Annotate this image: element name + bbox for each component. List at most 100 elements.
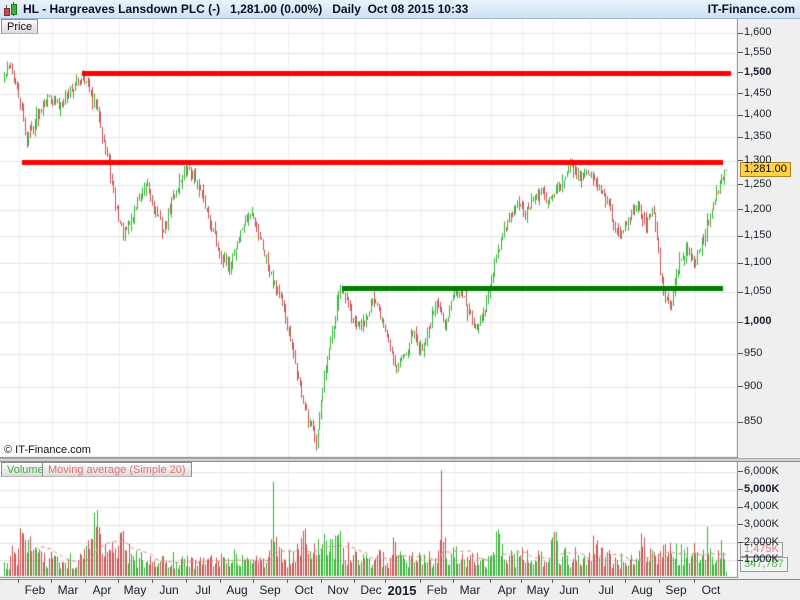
volume-axis-label: 5,000K [744, 482, 780, 495]
current-price-label: 1,281.00 [740, 161, 791, 177]
volume-axis-label: 6,000K [744, 464, 779, 477]
month-label: Sep [259, 583, 281, 597]
price-axis-label: 900 [744, 379, 763, 392]
ma-volume-value-label: 1,475K [740, 542, 783, 557]
month-label: Jul [195, 583, 211, 597]
price-axis-tick [738, 386, 743, 388]
price-axis-label: 1,250 [744, 177, 772, 190]
price-axis-label: 1,600 [744, 26, 772, 38]
price-axis-label: 1,550 [744, 45, 772, 58]
volume-axis-label: 1,000K [744, 553, 779, 566]
pane-splitter-handle[interactable] [0, 458, 800, 462]
price-axis-label: 1,500 [744, 65, 772, 78]
month-tick [152, 579, 153, 583]
month-label: May [123, 583, 147, 597]
month-tick [659, 579, 660, 583]
price-axis-label: 1,100 [744, 256, 772, 269]
price-axis-tick [738, 160, 743, 162]
month-label: Feb [24, 583, 46, 597]
month-tick [625, 579, 626, 583]
month-tick [453, 579, 454, 583]
month-label: Nov [327, 583, 349, 597]
month-tick [253, 579, 254, 583]
month-label: Sep [665, 583, 687, 597]
month-tick [51, 579, 52, 583]
month-label: Oct [701, 583, 721, 597]
copyright-watermark: © IT-Finance.com [4, 444, 91, 456]
tab-price[interactable]: Price [1, 19, 39, 34]
month-label: Apr [497, 583, 517, 597]
month-tick [385, 579, 386, 583]
month-label: Jun [559, 583, 579, 597]
volume-axis-label: 3,000K [744, 517, 779, 530]
price-axis-tick [738, 235, 743, 237]
month-tick [321, 579, 322, 583]
month-label: Apr [92, 583, 112, 597]
month-tick [694, 579, 695, 583]
month-label: Feb [426, 583, 448, 597]
price-axis-label: 1,050 [744, 285, 772, 298]
current-volume-value-label: 347,787 [740, 557, 788, 572]
month-label: 2015 [387, 583, 417, 598]
price-axis-tick [738, 72, 743, 74]
month-tick [287, 579, 288, 583]
price-axis-label: 1,300 [744, 153, 772, 166]
price-axis-tick [738, 421, 743, 423]
price-chart-canvas[interactable] [0, 19, 738, 458]
price-axis-tick [738, 136, 743, 138]
price-axis-tick [738, 262, 743, 264]
volume-chart-canvas[interactable] [0, 462, 738, 578]
price-axis-label: 1,450 [744, 86, 772, 99]
month-tick [420, 579, 421, 583]
month-tick [118, 579, 119, 583]
price-axis-tick [738, 114, 743, 116]
month-tick [85, 579, 86, 583]
instrument-title: HL - Hargreaves Lansdown PLC (-) [23, 2, 221, 16]
price-axis-label: 1,200 [744, 202, 772, 215]
month-tick [521, 579, 522, 583]
price-axis-tick [738, 321, 743, 323]
month-label: May [526, 583, 550, 597]
price-axis-tick [738, 32, 743, 34]
volume-axis-tick [738, 542, 743, 544]
tab-moving-average[interactable]: Moving average (Simple 20) [42, 462, 192, 477]
month-label: Dec [360, 583, 382, 597]
volume-axis-tick [738, 471, 743, 473]
last-price-and-change: 1,281.00 (0.00%) [220, 2, 323, 16]
price-axis-label: 1,000 [744, 315, 772, 328]
price-axis-label: 1,400 [744, 108, 772, 121]
month-label: Mar [459, 583, 481, 597]
month-label: Aug [631, 583, 653, 597]
price-axis-label: 950 [744, 346, 763, 359]
month-label: Oct [294, 583, 314, 597]
price-axis-tick [738, 353, 743, 355]
time-axis-strip [0, 579, 800, 600]
price-axis-tick [738, 93, 743, 95]
price-axis-tick [738, 52, 743, 54]
price-axis-tick [738, 291, 743, 293]
month-label: Jun [159, 583, 179, 597]
volume-axis-tick [738, 489, 743, 491]
price-axis-label: 1,350 [744, 130, 772, 143]
titlebar: HL - Hargreaves Lansdown PLC (-) 1,281.0… [0, 0, 800, 19]
month-tick [220, 579, 221, 583]
month-tick [490, 579, 491, 583]
volume-axis-tick [738, 559, 743, 561]
price-axis-tick [738, 184, 743, 186]
volume-axis-tick [738, 506, 743, 508]
period-and-timestamp: Daily Oct 08 2015 10:33 [322, 2, 469, 16]
brand-link[interactable]: IT-Finance.com [707, 2, 795, 16]
month-tick [552, 579, 553, 583]
price-axis-label: 850 [744, 415, 763, 427]
price-axis-tick [738, 209, 743, 211]
month-label: Mar [57, 583, 79, 597]
month-tick [18, 579, 19, 583]
month-tick [589, 579, 590, 583]
tab-volume[interactable]: Volume [1, 462, 50, 477]
price-axis-label: 1,150 [744, 229, 772, 242]
volume-axis-label: 4,000K [744, 500, 779, 513]
candlestick-logo-icon [3, 2, 17, 16]
volume-axis-tick [738, 524, 743, 526]
month-label: Jul [598, 583, 614, 597]
